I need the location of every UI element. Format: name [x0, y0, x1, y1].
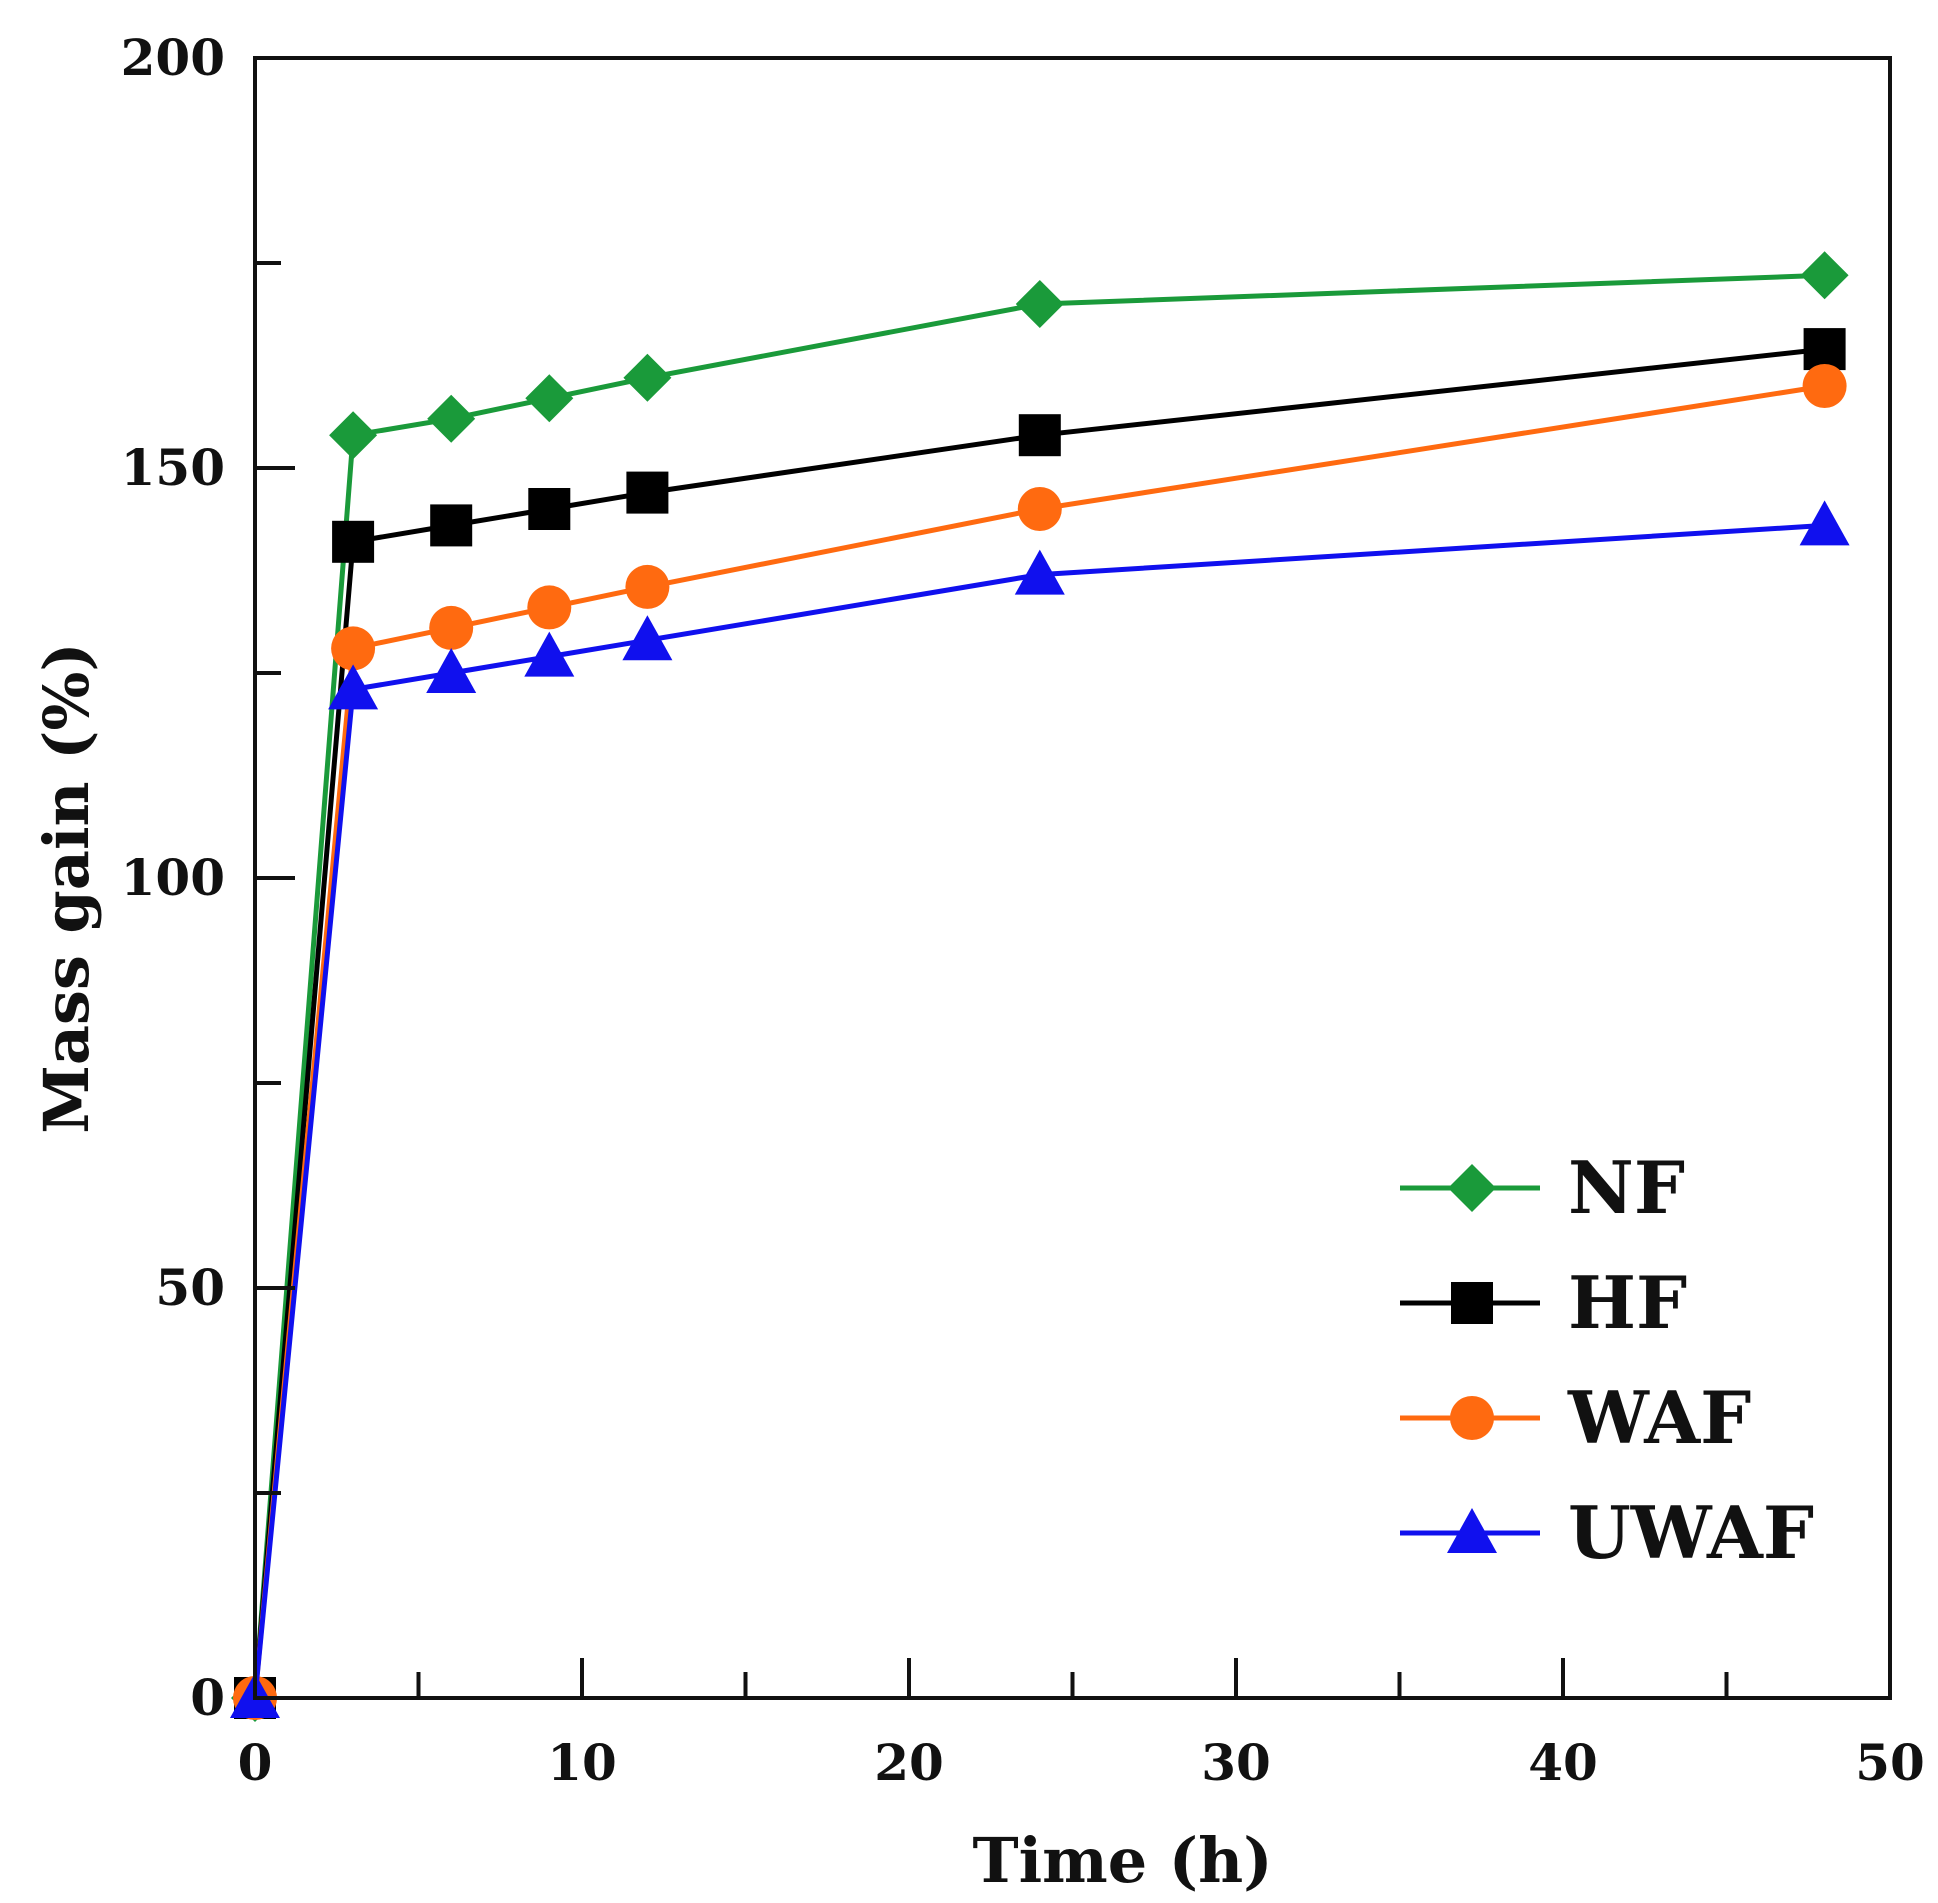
legend-label-hf: HF [1568, 1260, 1687, 1345]
y-tick-label: 150 [121, 438, 225, 497]
x-tick-label: 20 [874, 1733, 944, 1792]
data-point-nf [329, 411, 378, 460]
data-point-nf [427, 394, 476, 443]
legend-label-waf: WAF [1567, 1375, 1751, 1460]
legend-label-nf: NF [1568, 1145, 1685, 1230]
legend-marker-uwaf [1447, 1508, 1497, 1553]
data-point-waf [625, 564, 670, 609]
series-layer [230, 251, 1850, 1722]
data-point-hf [528, 488, 571, 530]
legend-label-uwaf: UWAF [1568, 1490, 1814, 1575]
data-point-waf [527, 585, 572, 630]
x-tick-label: 40 [1528, 1733, 1598, 1792]
data-point-uwaf [426, 648, 477, 693]
y-axis-ticks: 0 50 100 150 200 [121, 28, 295, 1727]
x-tick-label: 50 [1855, 1733, 1925, 1792]
data-point-hf [430, 504, 473, 547]
data-point-waf [1017, 487, 1062, 531]
data-point-uwaf [622, 615, 673, 661]
data-point-uwaf [328, 664, 379, 710]
legend: NF HF WAF UWAF [1400, 1145, 1814, 1575]
data-point-nf [1800, 251, 1849, 300]
legend-marker-nf [1448, 1164, 1496, 1212]
y-tick-label: 50 [155, 1258, 225, 1317]
legend-marker-hf [1451, 1282, 1493, 1324]
legend-item-hf: HF [1400, 1260, 1687, 1345]
legend-marker-waf [1450, 1396, 1494, 1440]
data-point-waf [1802, 364, 1847, 408]
legend-item-nf: NF [1400, 1145, 1685, 1230]
x-tick-label: 30 [1201, 1733, 1271, 1792]
data-point-uwaf [524, 631, 575, 677]
y-tick-label: 200 [121, 28, 225, 87]
data-point-hf [1803, 328, 1846, 371]
y-axis-title: Mass gain (%) [30, 642, 103, 1134]
legend-item-waf: WAF [1400, 1375, 1751, 1460]
data-point-uwaf [1799, 500, 1850, 546]
data-point-uwaf [1014, 549, 1065, 595]
data-point-nf [1015, 280, 1064, 328]
x-tick-label: 0 [238, 1733, 273, 1792]
data-point-hf [332, 520, 375, 563]
data-point-hf [1018, 414, 1061, 457]
y-tick-label: 100 [121, 848, 225, 907]
x-axis-ticks: 0 10 20 30 40 50 [238, 1658, 1925, 1792]
data-point-waf [429, 605, 474, 650]
x-tick-label: 10 [547, 1733, 617, 1792]
data-point-hf [626, 471, 669, 514]
data-point-waf [331, 626, 376, 671]
y-tick-label: 0 [190, 1668, 225, 1727]
data-point-nf [623, 353, 672, 402]
axes-layer: 0 10 20 30 40 50 0 50 100 150 200 Time (h) Mass g… [30, 28, 1925, 1897]
data-point-nf [525, 374, 574, 423]
x-axis-title: Time (h) [972, 1824, 1272, 1897]
legend-item-uwaf: UWAF [1400, 1490, 1814, 1575]
